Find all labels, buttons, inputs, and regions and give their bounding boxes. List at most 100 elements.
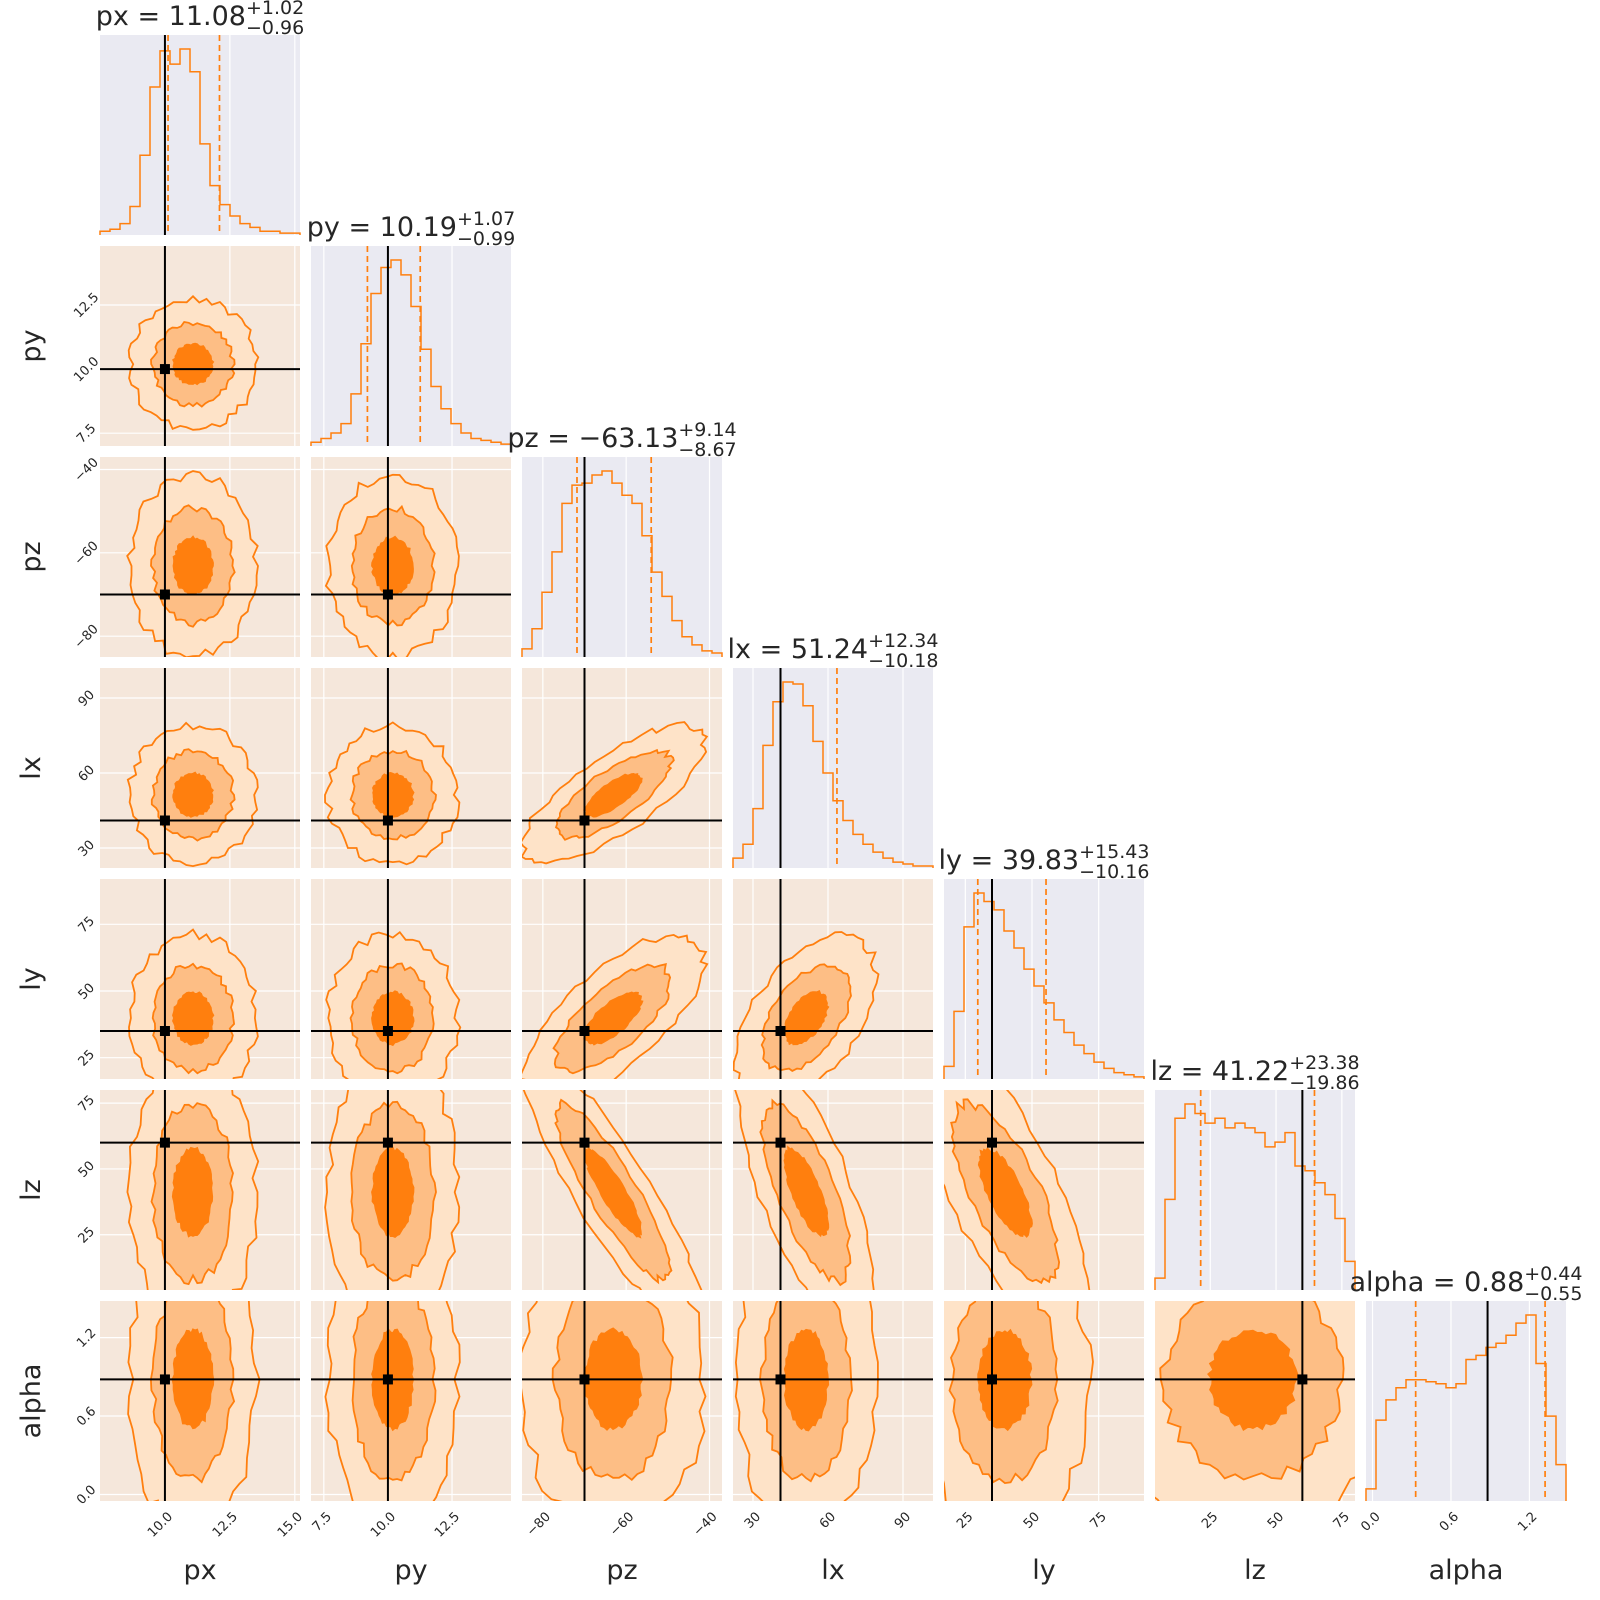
ytick-pz-2: −40 bbox=[72, 455, 102, 485]
hist-alpha-grid bbox=[1371, 1301, 1530, 1501]
ytick-pz-1: −60 bbox=[72, 539, 102, 569]
hist-px-steps bbox=[99, 48, 301, 235]
title-lz-plus: +23.38 bbox=[1289, 1052, 1359, 1074]
title-lz: lz = 41.22+23.38 −19.86 bbox=[1150, 1052, 1359, 1094]
panel-alpha-vs-lx-truth-marker bbox=[775, 1374, 786, 1385]
ytick-ly-0: 25 bbox=[76, 1047, 98, 1069]
ytick-pz-0: −80 bbox=[72, 622, 102, 652]
ylabel-lz: lz bbox=[16, 1179, 47, 1201]
xtick-px-1: 12.5 bbox=[210, 1509, 241, 1540]
hist-lz-bg bbox=[1155, 1090, 1355, 1290]
panel-lx-vs-pz-contour-inner bbox=[582, 772, 643, 818]
ytick-ly-2: 75 bbox=[76, 914, 98, 936]
panel-pz-vs-py-contours bbox=[324, 473, 460, 657]
title-py-plus: +1.07 bbox=[457, 208, 515, 230]
title-alpha-plus: +0.44 bbox=[1524, 1263, 1582, 1285]
title-pz-minus: −8.67 bbox=[678, 439, 736, 461]
panel-py-vs-px-truth-marker bbox=[159, 364, 170, 375]
xtick-py-2: 12.5 bbox=[432, 1509, 463, 1540]
panel-ly-vs-lx-contours bbox=[733, 931, 880, 1079]
ylabel-ly: ly bbox=[16, 967, 47, 991]
ylabel-py: py bbox=[16, 329, 47, 362]
hist-ly-grid bbox=[964, 879, 1100, 1079]
xtick-py-0: 7.5 bbox=[310, 1509, 335, 1534]
hist-lx-bg bbox=[733, 668, 933, 868]
panel-alpha-vs-ly-truth-marker bbox=[987, 1374, 997, 1385]
panel-lz-vs-py-contours bbox=[324, 1090, 461, 1290]
hist-alpha-bg bbox=[1366, 1301, 1566, 1501]
panel-lz-vs-pz-truth-marker bbox=[579, 1137, 590, 1148]
title-pz-main: pz = −63.13 bbox=[507, 423, 678, 454]
ytick-lz-2: 75 bbox=[76, 1093, 98, 1115]
ylabel-lx: lx bbox=[16, 756, 47, 780]
panel-ly-vs-px-truth-marker bbox=[159, 1026, 170, 1036]
ytick-alpha-1: 0.6 bbox=[74, 1404, 99, 1429]
panel-lz-vs-px-truth-marker bbox=[159, 1137, 170, 1148]
panel-alpha-vs-pz-contours bbox=[522, 1301, 707, 1501]
panel-pz-vs-px-contours bbox=[126, 470, 259, 657]
xtick-ly-0: 25 bbox=[954, 1509, 976, 1531]
panel-alpha-vs-lz-contours bbox=[1155, 1301, 1355, 1501]
panel-lx-vs-px-contours bbox=[126, 721, 259, 868]
ytick-alpha-0: 0.0 bbox=[74, 1483, 99, 1508]
xtick-lz-1: 50 bbox=[1265, 1509, 1287, 1531]
xtick-alpha-2: 1.2 bbox=[1515, 1509, 1540, 1534]
title-ly-minus: −10.16 bbox=[1079, 861, 1149, 883]
title-lx-plus: +12.34 bbox=[868, 630, 938, 652]
hist-ly-steps bbox=[943, 892, 1145, 1079]
xtick-lz-0: 25 bbox=[1199, 1509, 1221, 1531]
ytick-py-1: 10.0 bbox=[71, 354, 102, 385]
title-alpha: alpha = 0.88+0.44 −0.55 bbox=[1350, 1263, 1583, 1305]
panel-lx-vs-pz-truth-marker bbox=[579, 815, 590, 826]
panel-alpha-vs-lz-truth-marker bbox=[1297, 1374, 1308, 1385]
panel-pz-vs-py-truth-marker bbox=[382, 589, 393, 600]
ytick-lx-0: 30 bbox=[76, 838, 98, 860]
title-pz: pz = −63.13+9.14 −8.67 bbox=[507, 419, 736, 461]
ytick-lz-1: 50 bbox=[76, 1159, 98, 1181]
xtick-pz-0: −80 bbox=[524, 1509, 554, 1539]
title-px-minus: −0.96 bbox=[246, 17, 304, 39]
xtick-ly-2: 75 bbox=[1087, 1509, 1109, 1531]
title-lx: lx = 51.24+12.34 −10.18 bbox=[728, 630, 939, 672]
xtick-ly-1: 50 bbox=[1021, 1509, 1043, 1531]
panel-py-vs-px-contour-inner bbox=[172, 342, 215, 386]
panel-py-vs-px-contours bbox=[127, 295, 260, 431]
panel-lx-vs-py-contour-inner bbox=[372, 771, 415, 818]
title-lz-main: lz = 41.22 bbox=[1150, 1056, 1289, 1087]
title-py: py = 10.19+1.07 −0.99 bbox=[307, 208, 515, 250]
xlabel-px: px bbox=[183, 1555, 216, 1586]
panel-ly-vs-py-contours bbox=[325, 930, 462, 1079]
ytick-py-0: 7.5 bbox=[74, 421, 99, 446]
panel-lz-vs-py-truth-marker bbox=[382, 1137, 393, 1148]
panel-lz-vs-lx-truth-marker bbox=[775, 1137, 786, 1148]
panel-alpha-vs-py-truth-marker bbox=[382, 1374, 393, 1385]
xtick-px-0: 10.0 bbox=[145, 1509, 176, 1540]
panel-alpha-vs-pz-truth-marker bbox=[579, 1374, 590, 1385]
xtick-alpha-1: 0.6 bbox=[1437, 1509, 1462, 1534]
hist-lz-steps bbox=[1154, 1103, 1356, 1290]
ytick-ly-1: 50 bbox=[76, 981, 98, 1003]
xtick-lx-0: 30 bbox=[742, 1509, 764, 1531]
panel-ly-vs-pz-truth-marker bbox=[579, 1026, 590, 1036]
panel-pz-vs-py-contour-inner bbox=[371, 535, 414, 596]
panel-lx-vs-px-contour-inner bbox=[172, 771, 214, 818]
title-px: px = 11.08+1.02 −0.96 bbox=[96, 0, 304, 39]
panel-alpha-vs-px-truth-marker bbox=[159, 1374, 170, 1385]
title-pz-plus: +9.14 bbox=[678, 419, 736, 441]
xlabel-py: py bbox=[394, 1555, 427, 1586]
panel-ly-vs-py-truth-marker bbox=[382, 1026, 393, 1036]
xtick-lx-2: 90 bbox=[892, 1509, 914, 1531]
panel-pz-vs-px-contour-inner bbox=[172, 535, 214, 596]
panel-lx-vs-py-truth-marker bbox=[382, 815, 393, 826]
title-alpha-minus: −0.55 bbox=[1524, 1283, 1582, 1305]
xlabel-alpha: alpha bbox=[1429, 1555, 1504, 1586]
ytick-lz-0: 25 bbox=[76, 1224, 98, 1246]
hist-alpha-steps bbox=[1365, 1314, 1567, 1501]
hist-py-steps bbox=[310, 259, 512, 446]
ylabel-alpha: alpha bbox=[16, 1364, 47, 1439]
xlabel-lx: lx bbox=[821, 1555, 845, 1586]
panel-pz-vs-px-truth-marker bbox=[159, 589, 170, 600]
xlabel-lz: lz bbox=[1244, 1555, 1266, 1586]
xlabel-pz: pz bbox=[606, 1555, 637, 1586]
